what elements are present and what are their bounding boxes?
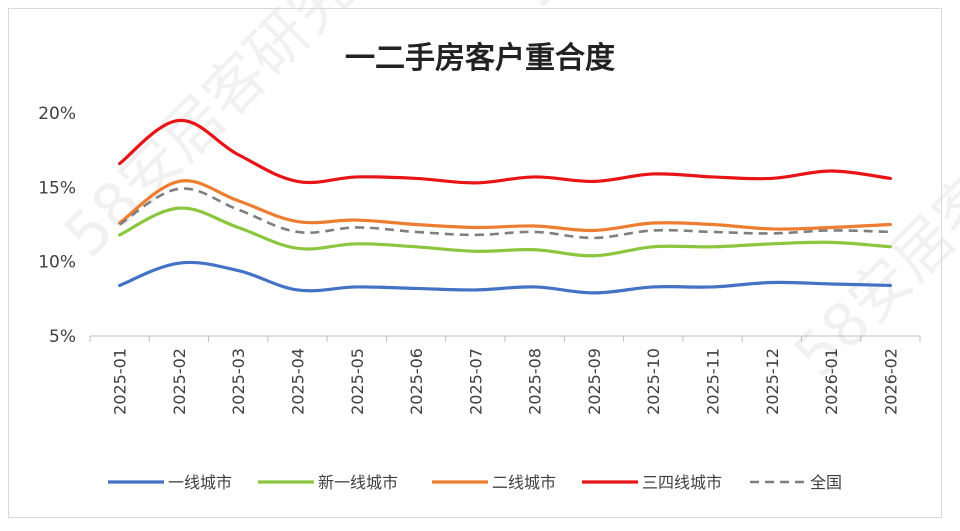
series-line-tier34 (118, 118, 892, 185)
watermark-text: 58安居客研究院 (501, 0, 859, 21)
chart-title: 一二手房客户重合度 (345, 41, 615, 76)
x-tick-label: 2025-05 (348, 348, 367, 415)
legend-label: 二线城市 (492, 473, 556, 492)
x-tick-label: 2026-01 (822, 348, 841, 415)
x-tick-label: 2025-03 (229, 348, 248, 415)
x-tick-label: 2025-08 (526, 348, 545, 415)
series-line-national (118, 187, 891, 240)
y-tick-label: 10% (38, 253, 76, 273)
x-axis: 2025-01 2025-02 2025-03 2025-04 2025-05 2025-… (89, 335, 921, 415)
x-tick-label: 2026-02 (881, 348, 900, 415)
watermark-text: 58安居客研究院 (781, 33, 960, 391)
series-layer (118, 118, 892, 295)
x-tick-label: 2025-01 (111, 348, 130, 415)
x-tick-label: 2025-11 (704, 348, 723, 415)
legend-label: 三四线城市 (642, 473, 722, 492)
x-tick-label: 2025-07 (466, 348, 485, 415)
y-tick-label: 5% (49, 327, 76, 347)
x-tick-label: 2025-09 (585, 348, 604, 415)
series-line-tier2 (118, 179, 892, 233)
legend-label: 新一线城市 (318, 473, 398, 492)
legend-label: 全国 (810, 473, 842, 492)
series-line-tier1 (118, 260, 892, 295)
x-tick-label: 2025-12 (763, 348, 782, 415)
y-tick-label: 15% (38, 178, 76, 198)
y-axis: 5% 10% 15% 20% (38, 104, 76, 347)
x-tick-label: 2025-10 (644, 348, 663, 415)
x-tick-label: 2025-04 (289, 348, 308, 415)
x-tick-label: 2025-02 (170, 348, 189, 415)
x-tick-label: 2025-06 (407, 348, 426, 415)
chart-frame (8, 8, 942, 518)
legend-label: 一线城市 (168, 473, 232, 492)
series-line-new-tier1 (118, 206, 892, 258)
y-tick-label: 20% (38, 104, 76, 124)
legend: 一线城市 新一线城市 二线城市 三四线城市 全国 (108, 473, 842, 492)
